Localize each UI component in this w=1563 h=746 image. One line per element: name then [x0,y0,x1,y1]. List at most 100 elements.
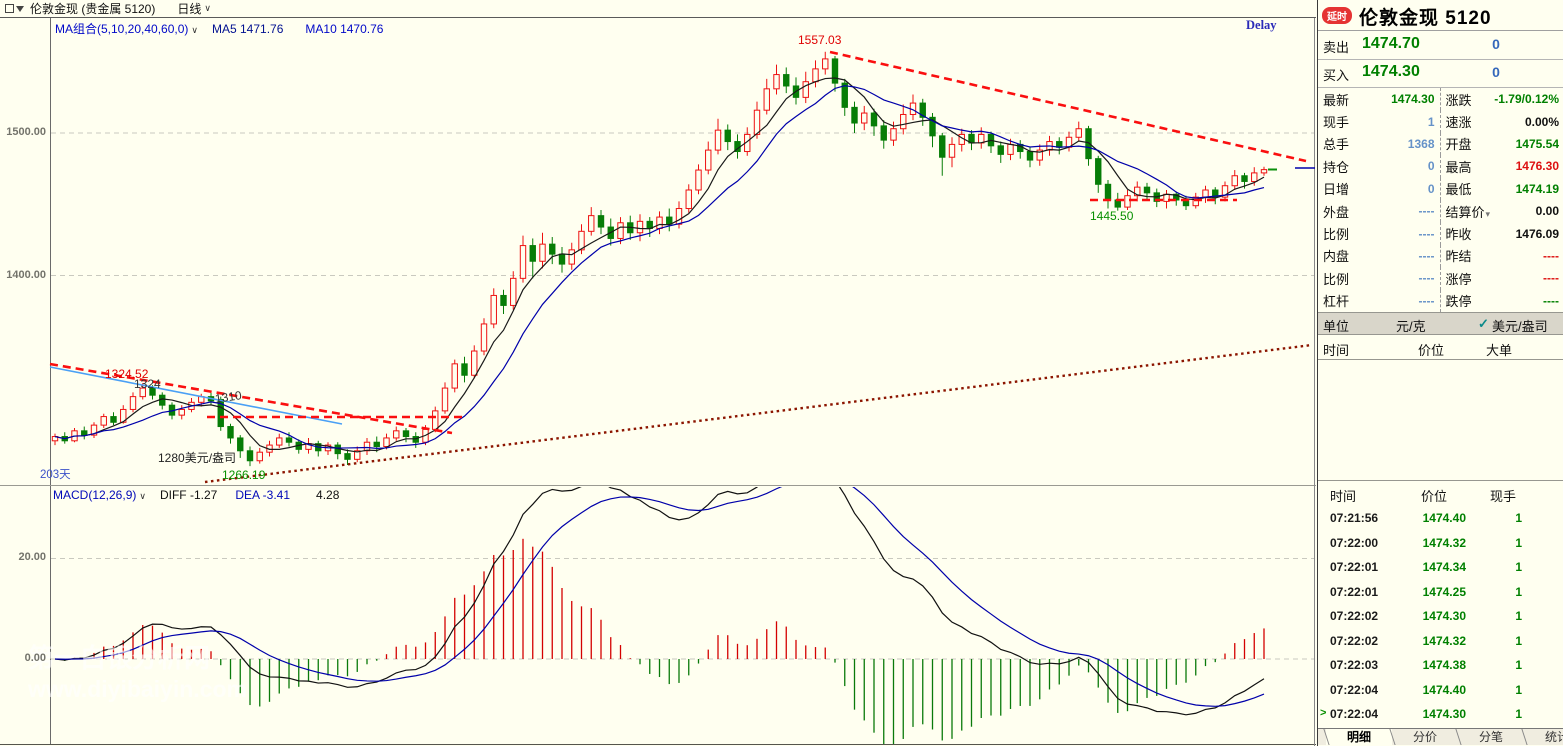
tick-time: 07:21:56 [1330,511,1379,525]
tick-row: 07:22:02 1474.32 1 [1318,629,1563,654]
ba-qty: 0 [1492,36,1500,52]
tab-统计[interactable]: 统计 [1524,729,1563,745]
instrument-title: 伦敦金现 (贵金属 5120) [30,2,156,16]
tick-price: 1474.25 [1422,584,1466,599]
tab-分价[interactable]: 分价 [1392,729,1458,745]
quote-row: 持仓 0 最高 1476.30 [1318,155,1563,178]
quote-value: 0.00% [1524,114,1559,129]
tick-price: 1474.34 [1422,560,1466,574]
macd-settings-dropdown[interactable]: MACD(12,26,9) ∨ [53,488,146,502]
ba-price: 1474.30 [1362,63,1420,80]
trendline-0 [49,362,453,435]
tab-分笔[interactable]: 分笔 [1458,729,1524,745]
unit-label: 单位 [1323,319,1350,334]
tick-rows: 07:21:56 1474.40 1 07:22:00 1474.32 1 07:22:01… [1318,506,1563,727]
trendline-1 [49,366,343,425]
quote-label: 昨结 [1445,249,1472,265]
tick-table: 时间 价位 现手 07:21:56 1474.40 1 07:22:00 1474.32… [1318,480,1563,729]
col-price: 价位 [1418,343,1445,358]
quote-value: ---- [1418,248,1435,263]
col-time: 时间 [1323,343,1350,358]
quote-label: 日增 [1323,182,1350,198]
tick-price: 1474.40 [1422,511,1466,525]
quote-label: 开盘 [1445,137,1472,153]
quote-row: 内盘 ---- 昨结 ---- [1318,244,1563,268]
col-lots: 现手 [1490,489,1517,504]
quote-label: 涨停 [1445,271,1472,287]
tick-qty: 1 [1515,560,1522,574]
macd-dea-value: DEA -3.41 [235,488,291,502]
price-plot [51,51,1268,467]
chevron-down-icon: ∨ [191,25,198,35]
quote-row: 总手 1368 开盘 1475.54 [1318,132,1563,156]
tick-qty: 1 [1515,609,1522,623]
quote-label: 速涨 [1445,115,1472,131]
quote-row: 杠杆 ---- 跌停 ---- [1318,289,1563,312]
diff-line [54,487,1265,716]
bottom-tab-bar: 明细 分价 分笔 统计 [1318,728,1563,745]
period-selector[interactable]: 日线 ∨ [177,0,211,17]
quote-panel-header: 延时 伦敦金现 5120 [1318,0,1563,31]
quote-row: 日增 0 最低 1474.19 [1318,177,1563,200]
ma-settings-dropdown[interactable]: MA组合(5,10,20,40,60,0) ∨ [55,20,198,37]
big-order-header: 时间 价位 大单 [1318,335,1563,360]
quote-value: ---- [1418,226,1435,241]
quote-label: 比例 [1323,227,1350,243]
macd-tick-0: 0.00 [24,652,46,664]
unit-selector-row: 单位 元/克 ✓ 美元/盎司 [1318,312,1563,335]
quote-label: 涨跌 [1445,92,1472,108]
ma-indicator-row: MA组合(5,10,20,40,60,0) ∨ MA5 1471.76 MA10 … [55,20,383,37]
quote-value: 1474.30 [1391,92,1435,107]
quote-row: 最新 1474.30 涨跌 -1.79/0.12% [1318,88,1563,111]
period-label: 日线 [177,2,202,16]
tick-price: 1474.32 [1422,633,1466,648]
ma5-value: MA5 1471.76 [212,21,284,36]
ma10-value: MA10 1470.76 [305,21,384,36]
ba-price: 1474.70 [1362,35,1420,52]
tick-time: 07:22:04 [1330,682,1379,697]
unit-option-usd-oz[interactable]: 美元/盎司 [1492,319,1548,334]
macd-plot [54,487,1265,744]
tick-time: 07:22:00 [1330,535,1379,550]
quote-row: 外盘 ---- 结算价▾ 0.00 [1318,199,1563,223]
quote-label: 最低 [1445,182,1472,198]
price-tick-1400: 1400.00 [6,268,46,281]
quote-label: 结算价▾ [1445,204,1491,220]
tab-明细[interactable]: 明细 [1326,729,1392,745]
trendline-3 [204,343,1313,484]
macd-bar-value: 4.28 [316,488,340,502]
dea-line [54,487,1265,707]
bid-row[interactable]: 买入 1474.30 0 [1318,59,1563,88]
tick-row: 07:22:01 1474.34 1 [1318,555,1563,580]
col-bigorder: 大单 [1486,343,1513,358]
quote-label: 最新 [1323,92,1350,108]
quote-row: 比例 ---- 昨收 1476.09 [1318,222,1563,245]
tick-row: 07:22:01 1474.25 1 [1318,580,1563,605]
quote-value: ---- [1543,293,1559,308]
macd-name-label: MACD(12,26,9) [53,488,137,502]
candlestick-chart [0,0,1316,746]
tick-qty: 1 [1515,633,1522,648]
quote-label: 持仓 [1323,159,1350,175]
chart-canvas[interactable] [0,0,1316,746]
quote-value: 1474.19 [1515,181,1559,196]
quote-value: 1475.54 [1515,136,1559,151]
tick-time: 07:22:02 [1330,609,1379,623]
tick-qty: 1 [1515,707,1522,721]
instrument-name: 伦敦金现 5120 [1359,8,1492,29]
quote-value: ---- [1418,271,1435,286]
macd-indicator-row: MACD(12,26,9) ∨ DIFF -1.27 DEA -3.41 4.28 [53,488,339,502]
ba-label: 买入 [1323,68,1350,83]
tick-qty: 1 [1515,682,1522,697]
trendline-4 [829,50,1307,163]
ma-group-label: MA组合(5,10,20,40,60,0) [55,22,189,36]
tick-time: 07:22:04 [1330,707,1379,721]
tick-price: 1474.40 [1422,682,1466,697]
quote-value: ---- [1543,248,1559,263]
current-row-marker-icon: > [1320,707,1327,719]
unit-option-yuan-gram[interactable]: 元/克 [1396,319,1426,334]
tick-time: 07:22:03 [1330,658,1379,672]
ask-row[interactable]: 卖出 1474.70 0 [1318,31,1563,60]
chart-header-bar: 伦敦金现 (贵金属 5120) 日线 ∨ [0,0,1316,18]
